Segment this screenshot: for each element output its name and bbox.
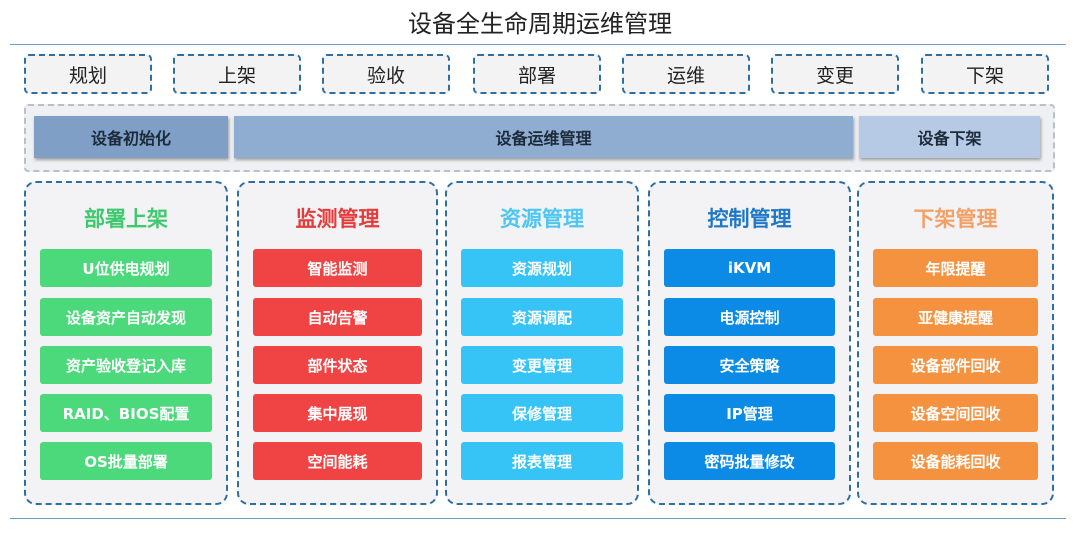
feature-item: OS批量部署 bbox=[40, 442, 212, 480]
phase-bar: 设备初始化 bbox=[34, 116, 228, 158]
stage-0: 规划 bbox=[24, 54, 152, 94]
feature-item: 自动告警 bbox=[253, 298, 422, 336]
feature-item: 密码批量修改 bbox=[664, 442, 835, 480]
column-2: 资源管理资源规划资源调配变更管理保修管理报表管理 bbox=[445, 181, 639, 505]
diagram-title: 设备全生命周期运维管理 bbox=[408, 10, 672, 38]
feature-item: RAID、BIOS配置 bbox=[40, 394, 212, 432]
column-title: 控制管理 bbox=[707, 206, 792, 231]
phase-bar: 设备运维管理 bbox=[234, 116, 853, 158]
feature-item: 变更管理 bbox=[461, 346, 623, 384]
column-title: 监测管理 bbox=[295, 206, 380, 231]
stage-5: 变更 bbox=[771, 54, 899, 94]
column-0: 部署上架 U位供电规划 设备资产自动发现 资产验收登记入库 RAID、BIOS配置 OS批… bbox=[24, 181, 228, 505]
feature-item: 设备部件回收 bbox=[873, 346, 1038, 384]
column-1: 监测管理智能监测自动告警部件状态集中展现空间能耗 bbox=[237, 181, 438, 505]
bottom-divider bbox=[10, 518, 1066, 519]
feature-item: 资源调配 bbox=[461, 298, 623, 336]
stage-3: 部署 bbox=[473, 54, 601, 94]
feature-item: 空间能耗 bbox=[253, 442, 422, 480]
feature-item: 集中展现 bbox=[253, 394, 422, 432]
feature-item: 年限提醒 bbox=[873, 249, 1038, 287]
feature-item: IP管理 bbox=[664, 394, 835, 432]
feature-item: 保修管理 bbox=[461, 394, 623, 432]
stage-1: 上架 bbox=[173, 54, 301, 94]
column-title: 下架管理 bbox=[913, 206, 998, 231]
feature-item: 设备能耗回收 bbox=[873, 442, 1038, 480]
column-4: 下架管理年限提醒亚健康提醒设备部件回收 设备空间回收 设备能耗回收 bbox=[857, 181, 1054, 505]
feature-item: 智能监测 bbox=[253, 249, 422, 287]
column-title: 资源管理 bbox=[500, 206, 584, 231]
feature-item: 报表管理 bbox=[461, 442, 623, 480]
feature-item: iKVM bbox=[664, 249, 835, 287]
feature-item: U位供电规划 bbox=[40, 249, 212, 287]
feature-item: 资产验收登记入库 bbox=[40, 346, 212, 384]
feature-item: 资源规划 bbox=[461, 249, 623, 287]
feature-item: 亚健康提醒 bbox=[873, 298, 1038, 336]
column-title: 部署上架 bbox=[84, 206, 168, 231]
phase-bar: 设备下架 bbox=[859, 116, 1040, 158]
stage-6: 下架 bbox=[921, 54, 1049, 94]
feature-item: 设备资产自动发现 bbox=[40, 298, 212, 336]
feature-item: 设备空间回收 bbox=[873, 394, 1038, 432]
stage-2: 验收 bbox=[322, 54, 450, 94]
feature-item: 电源控制 bbox=[664, 298, 835, 336]
top-divider bbox=[10, 44, 1066, 45]
feature-item: 部件状态 bbox=[253, 346, 422, 384]
feature-item: 安全策略 bbox=[664, 346, 835, 384]
stage-4: 运维 bbox=[622, 54, 750, 94]
column-3: 控制管理 iKVM 电源控制安全策略 IP管理密码批量修改 bbox=[648, 181, 851, 505]
